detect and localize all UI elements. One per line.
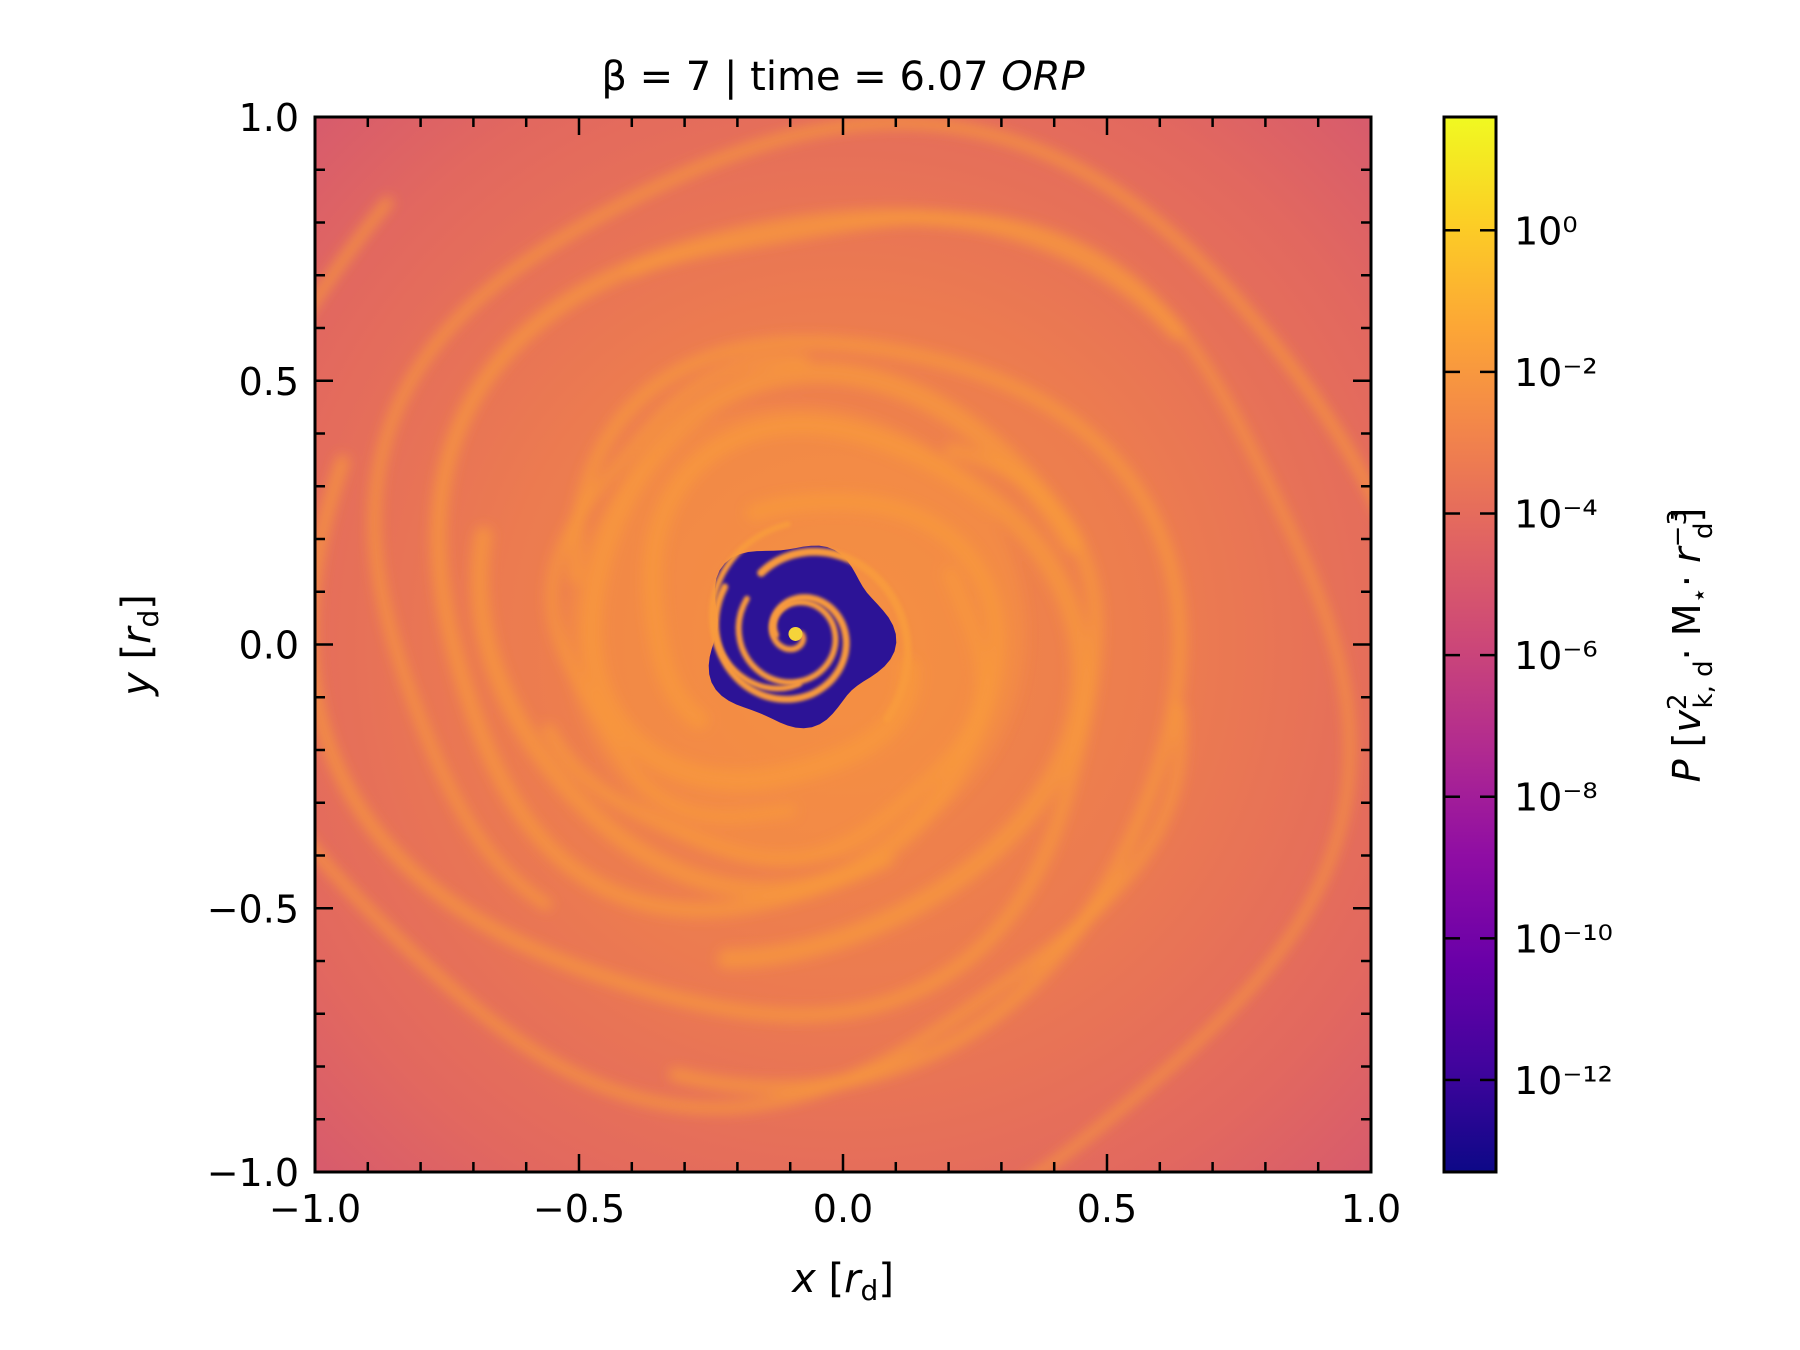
colorbar-tick-label: 10⁻⁶: [1514, 634, 1598, 678]
plot-area: [315, 117, 1371, 1172]
colorbar: [1442, 115, 1498, 1174]
x-tick-label: 0.0: [813, 1187, 873, 1231]
y-axis-label-unit: r: [114, 625, 160, 644]
chart-title-main: β = 7 | time = 6.07: [601, 54, 1001, 100]
y-axis-label: y [rd]: [114, 594, 165, 697]
cavity-spiral: [709, 521, 802, 692]
x-axis-label-close: ]: [878, 1256, 894, 1302]
spiral-arm: [315, 196, 1187, 1114]
x-axis-label-open: [: [816, 1256, 844, 1302]
x-axis-ticks: −1.0 −0.5 0.0 0.5 1.0: [269, 117, 1401, 1231]
central-core: [788, 626, 803, 641]
spiral-arm: [368, 117, 1371, 911]
y-tick-label: −0.5: [207, 887, 299, 931]
chart-title: β = 7 | time = 6.07 ORP: [601, 54, 1085, 100]
spiral-arm: [627, 213, 1355, 1172]
x-axis-label: x [rd]: [790, 1256, 894, 1307]
y-tick-label: 0.0: [239, 624, 299, 668]
colorbar-tick-label: 10⁻¹⁰: [1514, 917, 1613, 961]
colorbar-ticks: 10⁰ 10⁻² 10⁻⁴ 10⁻⁶ 10⁻⁸ 10⁻¹⁰ 10⁻¹²: [1444, 209, 1613, 1103]
y-axis-label-close: ]: [114, 594, 160, 610]
colorbar-tick-label: 10⁻¹²: [1514, 1059, 1613, 1103]
colorbar-label: P [v2k, d· M⋆· r−3d]: [1663, 508, 1719, 783]
cavity-spiral: [735, 595, 839, 686]
x-axis-label-unit: r: [844, 1256, 863, 1302]
y-axis-label-sub: d: [132, 610, 165, 628]
spiral-arm: [315, 442, 1103, 1023]
inner-cavity: [708, 521, 912, 729]
x-tick-label: 1.0: [1341, 1187, 1401, 1231]
cavity-spiral: [757, 547, 912, 723]
y-tick-label: 1.0: [239, 96, 299, 140]
x-tick-label: 0.5: [1077, 1187, 1137, 1231]
spiral-arm: [567, 335, 1187, 1095]
colorbar-tick-label: 10⁻⁴: [1514, 493, 1598, 537]
y-tick-label: 0.5: [239, 360, 299, 404]
y-tick-label: −1.0: [207, 1151, 299, 1195]
x-tick-label: −0.5: [533, 1187, 625, 1231]
y-axis-label-var: y: [114, 671, 160, 697]
cavity-spiral: [712, 583, 850, 703]
x-axis-label-sub: d: [861, 1274, 879, 1307]
x-tick-label: −1.0: [269, 1187, 361, 1231]
spiral-arm: [430, 208, 1185, 919]
x-axis-label-var: x: [790, 1256, 816, 1302]
y-axis-ticks: −1.0 −0.5 0.0 0.5 1.0: [207, 96, 1371, 1195]
colorbar-tick-label: 10⁻⁸: [1514, 776, 1598, 820]
y-axis-label-open: [: [114, 644, 160, 672]
colorbar-tick-label: 10⁻²: [1514, 351, 1598, 395]
chart-title-italic: ORP: [1001, 54, 1085, 100]
colorbar-tick-label: 10⁰: [1514, 209, 1578, 253]
